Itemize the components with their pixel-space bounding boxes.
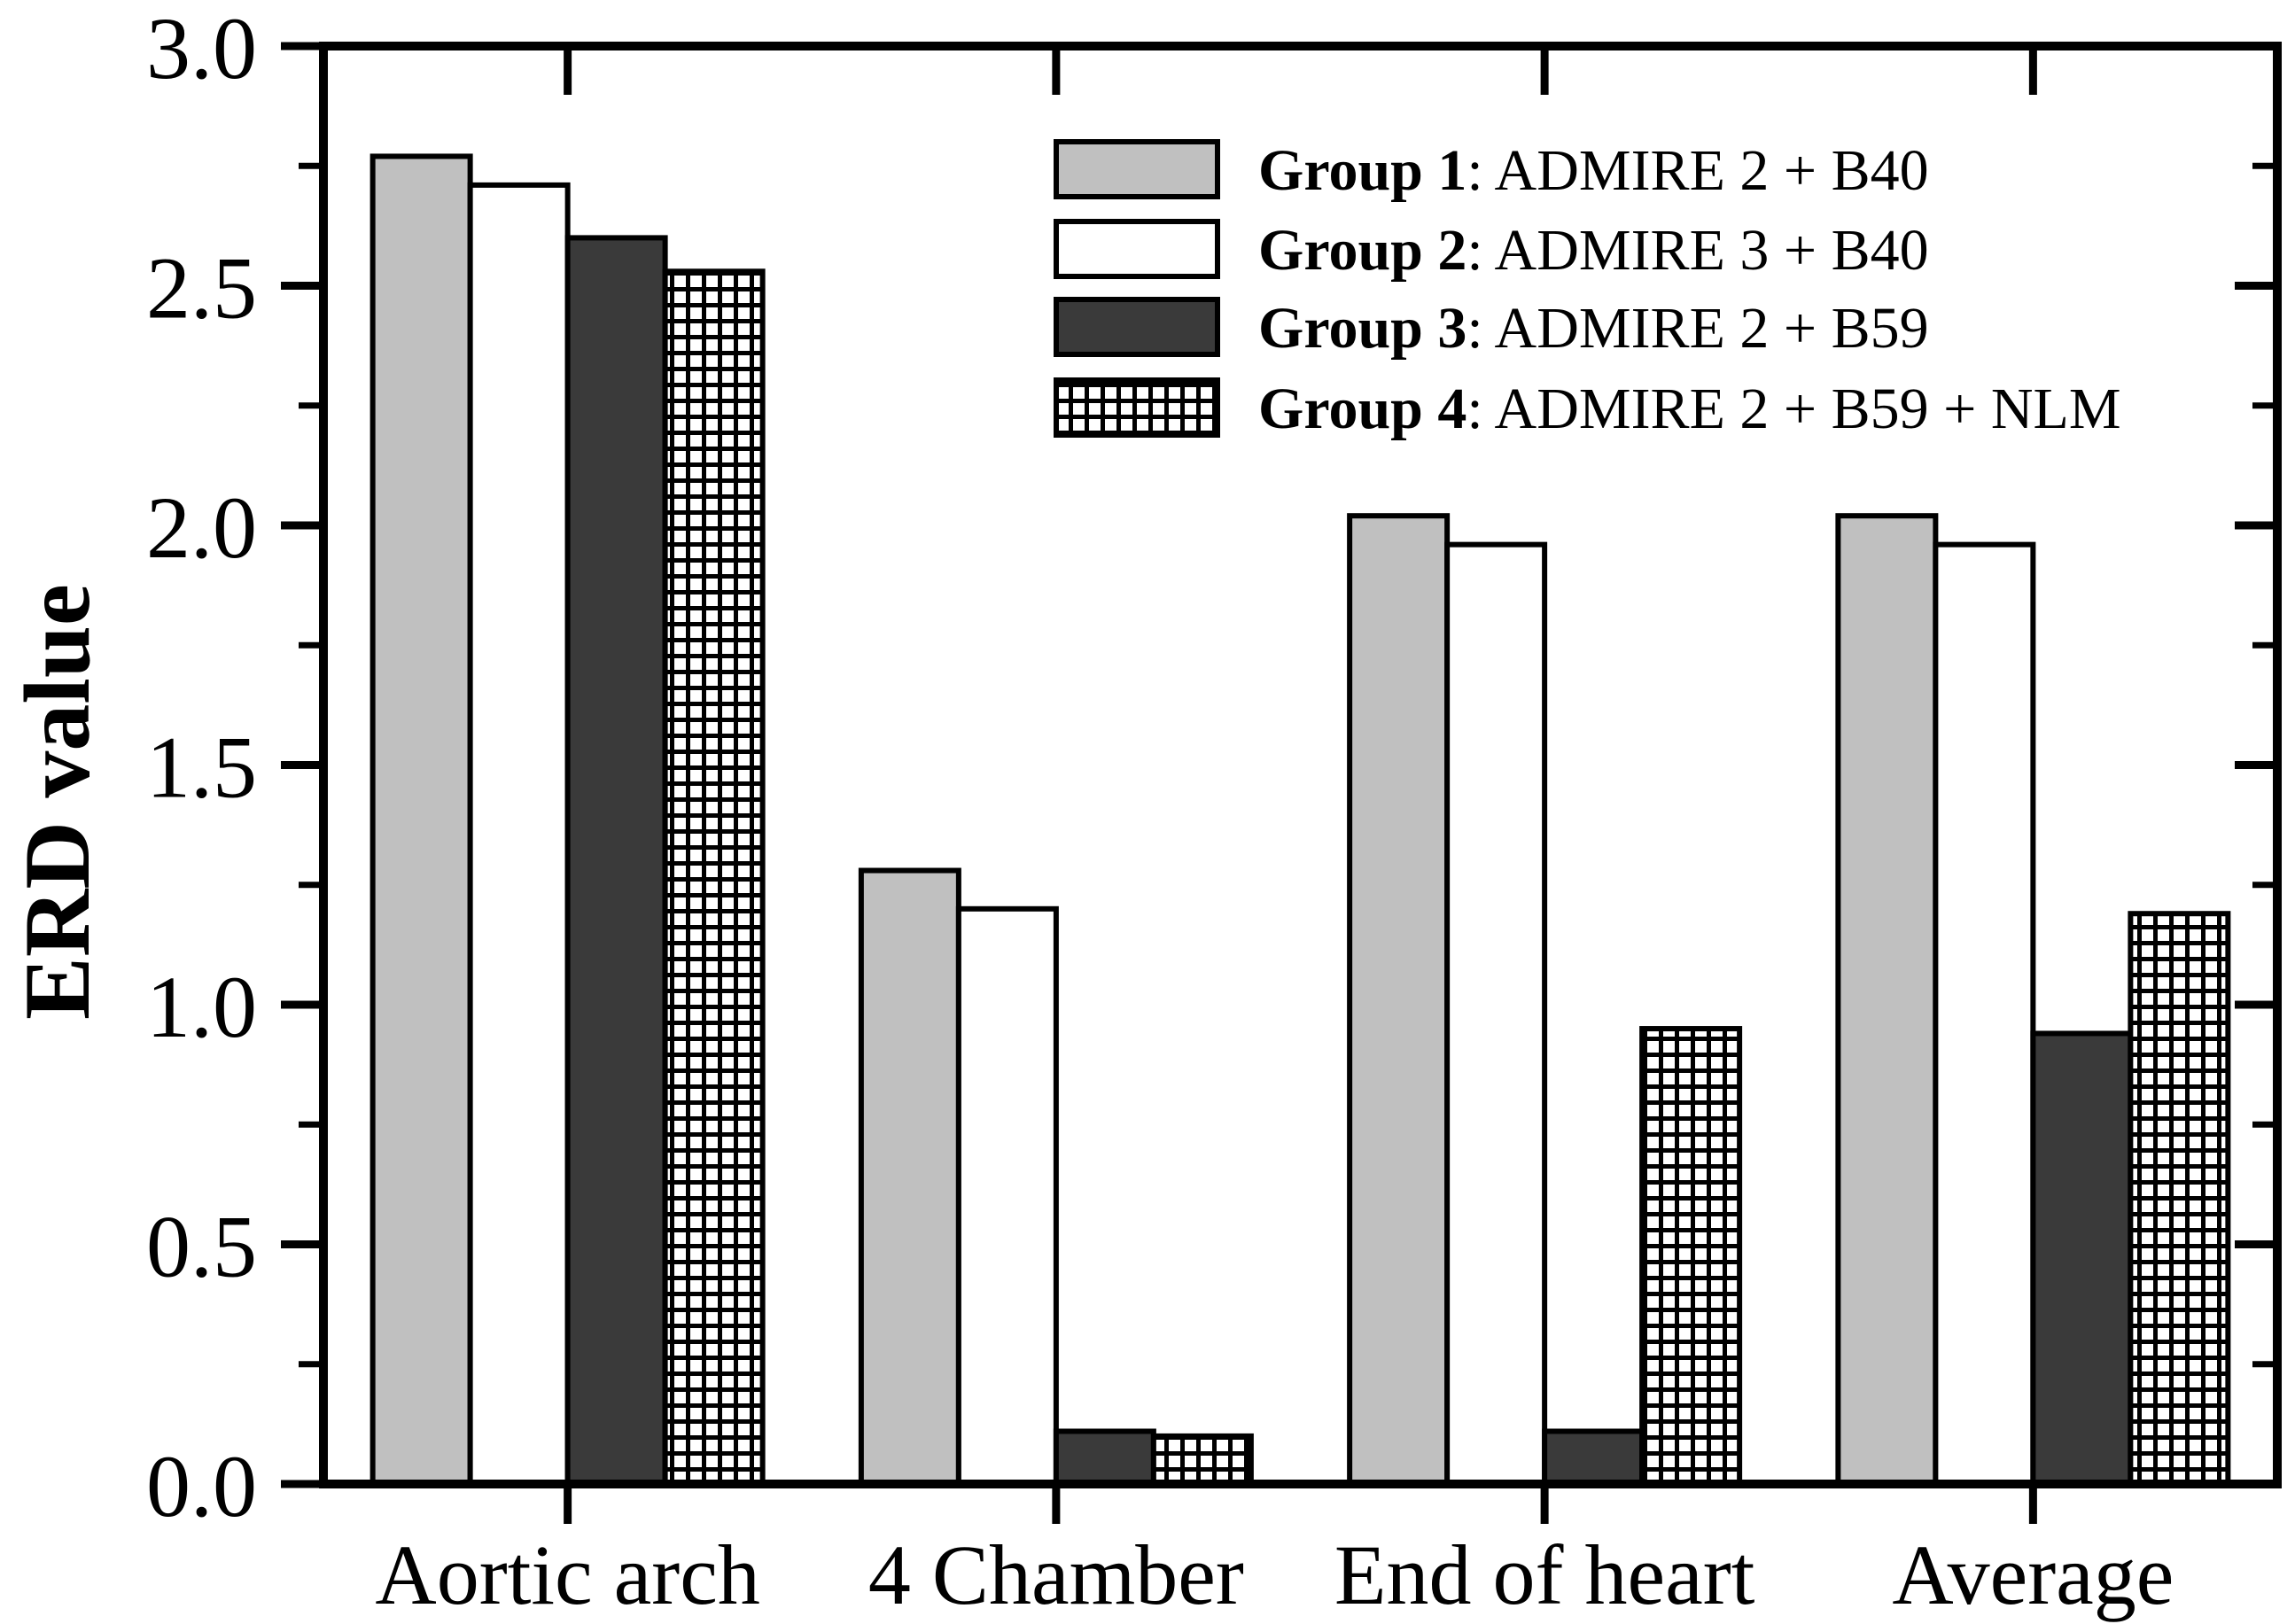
bar-group-4-end-of-heart	[1639, 1026, 1743, 1488]
legend-label-group-4: Group 4: ADMIRE 2 + B59 + NLM	[1258, 377, 2121, 441]
legend-label-group-1: Group 1: ADMIRE 2 + B40	[1258, 138, 1929, 203]
bar-group-2-aortic-arch	[467, 182, 571, 1487]
legend-label-rest: : ADMIRE 3 + B40	[1466, 218, 1928, 283]
y-tick-label: 0.0	[146, 1437, 257, 1535]
x-category-label: Average	[1892, 1527, 2174, 1622]
bar-group-1-aortic-arch	[370, 153, 473, 1487]
legend-label-group-3: Group 3: ADMIRE 2 + B59	[1258, 296, 1929, 361]
bar-group-3-aortic-arch	[564, 235, 668, 1487]
bar-group-3-average	[2030, 1030, 2134, 1487]
x-category-label: Aortic arch	[375, 1527, 759, 1622]
bar-group-2-end-of-heart	[1444, 541, 1548, 1487]
bar-group-1-end-of-heart	[1347, 513, 1451, 1487]
bar-group-2-4-chamber	[955, 905, 1059, 1488]
legend-swatch-group-2	[1054, 219, 1220, 279]
bar-group-3-end-of-heart	[1542, 1428, 1645, 1487]
bar-group-1-4-chamber	[858, 867, 961, 1487]
legend-label-bold: Group 1	[1258, 138, 1466, 203]
bar-group-3-4-chamber	[1053, 1428, 1156, 1487]
y-tick-label: 2.5	[146, 239, 257, 338]
x-category-label: End of heart	[1334, 1527, 1755, 1622]
y-tick-label: 1.5	[146, 719, 257, 817]
legend-label-group-2: Group 2: ADMIRE 3 + B40	[1258, 218, 1929, 283]
bar-group-2-average	[1933, 541, 2036, 1487]
x-category-label: 4 Chamber	[868, 1527, 1244, 1622]
y-tick-label: 1.0	[146, 958, 257, 1056]
bars-group	[370, 153, 2231, 1488]
legend-swatch-group-3	[1054, 297, 1220, 357]
ticks-group: 0.0 0.5 1.0 1.5 2.0 2.5 3.0	[146, 0, 2277, 1535]
y-tick-label: 3.0	[146, 0, 257, 97]
y-axis-title: ERD value	[5, 584, 109, 1020]
bar-group-4-4-chamber	[1150, 1433, 1254, 1488]
legend-label-rest: : ADMIRE 2 + B59 + NLM	[1466, 377, 2120, 441]
legend-label-bold: Group 3	[1258, 296, 1466, 361]
bar-group-4-average	[2128, 911, 2231, 1487]
bar-group-1-average	[1835, 513, 1939, 1487]
legend-label-rest: : ADMIRE 2 + B59	[1466, 296, 1928, 361]
y-tick-label: 0.5	[146, 1198, 257, 1296]
legend-swatch-group-1	[1054, 139, 1220, 199]
y-tick-label: 2.0	[146, 478, 257, 577]
legend-label-bold: Group 4	[1258, 377, 1466, 441]
legend-swatch-group-4	[1054, 377, 1220, 438]
legend-label-rest: : ADMIRE 2 + B40	[1466, 138, 1928, 203]
legend-label-bold: Group 2	[1258, 218, 1466, 283]
bar-group-4-aortic-arch	[662, 268, 766, 1487]
